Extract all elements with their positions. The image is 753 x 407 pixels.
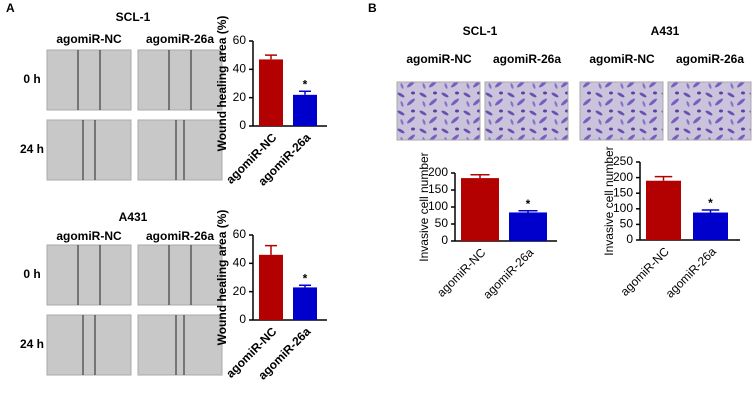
significance: * (303, 77, 308, 91)
column-label: agomiR-NC (56, 229, 122, 243)
y-tick-label: 40 (233, 256, 247, 270)
significance: * (526, 197, 531, 211)
y-axis-label: Invasive cell number (417, 152, 431, 261)
y-tick-label: 200 (428, 165, 448, 179)
column-label: agomiR-NC (589, 52, 655, 66)
y-tick-label: 0 (239, 118, 246, 132)
bar (693, 212, 728, 240)
y-tick-label: 150 (428, 182, 448, 196)
bar (293, 287, 317, 320)
error-bar (299, 90, 311, 95)
bar (293, 94, 317, 126)
error-bar (654, 175, 673, 181)
error-bar (299, 284, 311, 288)
panel-label: A (6, 1, 15, 15)
y-axis-label: Wound healing area (%) (215, 210, 229, 346)
x-tick-label: agomiR-26a (480, 245, 536, 301)
row-label: 24 h (20, 337, 44, 351)
y-tick-label: 50 (620, 217, 634, 231)
grid-title: SCL-1 (116, 10, 151, 24)
x-tick-label: agomiR-26a (663, 244, 719, 300)
column-label: agomiR-NC (56, 32, 122, 46)
column-label: agomiR-NC (406, 52, 472, 66)
y-tick-label: 50 (435, 216, 449, 230)
error-bar (265, 244, 277, 255)
grid-title: A431 (119, 210, 148, 224)
bar (259, 254, 283, 320)
row-label: 0 h (23, 267, 40, 281)
micrograph (46, 244, 132, 306)
grid-title: A431 (651, 24, 680, 38)
y-tick-label: 150 (613, 185, 633, 199)
column-label: agomiR-26a (676, 52, 744, 66)
y-tick-label: 0 (239, 312, 246, 326)
significance: * (708, 196, 713, 210)
y-tick-label: 40 (233, 62, 247, 76)
column-label: agomiR-26a (146, 32, 214, 46)
micrograph (137, 244, 223, 306)
micrograph (484, 81, 569, 141)
micrograph (667, 81, 752, 141)
y-axis-label: Wound healing area (%) (215, 16, 229, 152)
micrograph (46, 314, 132, 376)
row-label: 0 h (23, 72, 40, 86)
micrograph (137, 119, 223, 181)
y-tick-label: 0 (441, 233, 448, 247)
micrograph (46, 119, 132, 181)
error-bar (265, 54, 277, 60)
column-label: agomiR-26a (146, 229, 214, 243)
bar (461, 178, 499, 241)
micrograph (396, 81, 481, 141)
error-bar (518, 209, 538, 213)
column-label: agomiR-26a (493, 52, 561, 66)
micrograph (137, 49, 223, 111)
row-label: 24 h (20, 142, 44, 156)
error-bar (470, 173, 490, 179)
y-tick-label: 60 (233, 33, 247, 47)
grid-title: SCL-1 (463, 24, 498, 38)
y-tick-label: 100 (613, 201, 633, 215)
y-tick-label: 100 (428, 199, 448, 213)
y-tick-label: 20 (233, 284, 247, 298)
y-tick-label: 250 (613, 154, 633, 168)
y-tick-label: 200 (613, 170, 633, 184)
micrograph (137, 314, 223, 376)
bar (259, 59, 283, 126)
y-tick-label: 0 (626, 232, 633, 246)
y-tick-label: 60 (233, 227, 247, 241)
micrograph (579, 81, 664, 141)
bar (646, 180, 681, 240)
error-bar (701, 209, 720, 213)
micrograph (46, 49, 132, 111)
y-axis-label: Invasive cell number (602, 146, 616, 255)
y-tick-label: 20 (233, 90, 247, 104)
bar (509, 212, 547, 241)
panel-label: B (368, 1, 377, 15)
significance: * (303, 271, 308, 285)
